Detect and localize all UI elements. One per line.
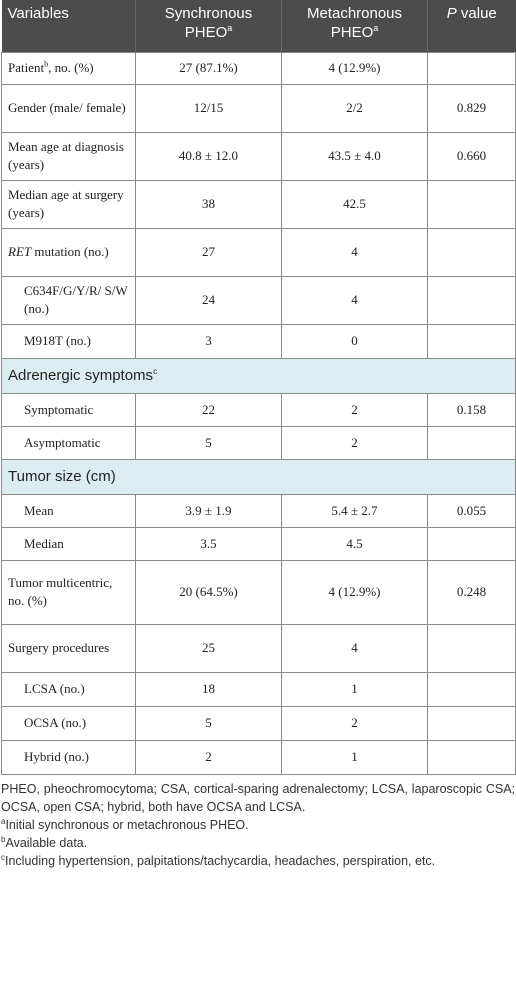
p-value: 0.829 [427,83,516,133]
footnote-a: aInitial synchronous or metachronous PHE… [1,816,249,832]
p-value [427,623,516,673]
header-variables: Variables [1,0,136,52]
meta-value: 4 (12.9%) [281,559,428,625]
sync-value: 5 [135,425,282,460]
table-row: LCSA (no.) 18 1 [1,671,516,707]
meta-value: 2 [281,392,428,427]
row-label: LCSA (no.) [1,671,136,707]
row-label: Median age at surgery (years) [1,179,136,229]
sync-value: 40.8 ± 12.0 [135,131,282,181]
table-row: Surgery procedures 25 4 [1,623,516,673]
sync-value: 27 (87.1%) [135,51,282,85]
sync-value: 3.9 ± 1.9 [135,493,282,528]
p-value [427,526,516,561]
meta-value: 1 [281,671,428,707]
row-label: Tumor multicentric, no. (%) [1,559,136,625]
row-label: Mean [1,493,136,528]
table-row: Asymptomatic 5 2 [1,425,516,460]
sync-value: 27 [135,227,282,277]
table-row: Median 3.5 4.5 [1,526,516,561]
row-label: Patientb, no. (%) [1,51,136,85]
meta-value: 4.5 [281,526,428,561]
table-row: Tumor multicentric, no. (%) 20 (64.5%) 4… [1,559,516,625]
p-value [427,275,516,325]
row-label: Symptomatic [1,392,136,427]
footnote-abbreviations: PHEO, pheochromocytoma; CSA, cortical-sp… [1,781,515,814]
sync-value: 22 [135,392,282,427]
meta-value: 2/2 [281,83,428,133]
meta-value: 42.5 [281,179,428,229]
p-value: 0.055 [427,493,516,528]
sync-value: 12/15 [135,83,282,133]
meta-value: 4 (12.9%) [281,51,428,85]
p-value [427,51,516,85]
sync-value: 20 (64.5%) [135,559,282,625]
sync-value: 2 [135,739,282,775]
table-row: RET mutation (no.) 27 4 [1,227,516,277]
sync-value: 5 [135,705,282,741]
meta-value: 2 [281,425,428,460]
p-value [427,227,516,277]
section-tumor-size: Tumor size (cm) [1,458,516,495]
meta-value: 43.5 ± 4.0 [281,131,428,181]
footnote-c: cIncluding hypertension, palpitations/ta… [1,852,436,868]
p-value [427,425,516,460]
row-label: Hybrid (no.) [1,739,136,775]
table-row: C634F/G/Y/R/ S/W (no.) 24 4 [1,275,516,325]
header-synchronous: Synchronous PHEOa [135,0,282,52]
p-value: 0.660 [427,131,516,181]
table-row: Hybrid (no.) 2 1 [1,739,516,775]
meta-value: 4 [281,623,428,673]
row-label: M918T (no.) [1,323,136,359]
row-label: Mean age at diagnosis (years) [1,131,136,181]
header-metachronous: Metachronous PHEOa [281,0,428,52]
sync-value: 3 [135,323,282,359]
sync-value: 25 [135,623,282,673]
p-value [427,705,516,741]
meta-value: 5.4 ± 2.7 [281,493,428,528]
table-row: OCSA (no.) 5 2 [1,705,516,741]
table-row: Symptomatic 22 2 0.158 [1,392,516,427]
table-row: Mean 3.9 ± 1.9 5.4 ± 2.7 0.055 [1,493,516,528]
header-p-value: P value [427,0,516,52]
meta-value: 0 [281,323,428,359]
section-heading: Tumor size (cm) [1,458,516,495]
sync-value: 3.5 [135,526,282,561]
p-value [427,179,516,229]
footnotes: PHEO, pheochromocytoma; CSA, cortical-sp… [1,780,515,870]
document: Variables Synchronous PHEOa Metachronous… [1,0,516,870]
header-row: Variables Synchronous PHEOa Metachronous… [1,0,516,52]
p-value [427,323,516,359]
meta-value: 4 [281,227,428,277]
row-label: OCSA (no.) [1,705,136,741]
row-label: Gender (male/ female) [1,83,136,133]
p-value: 0.158 [427,392,516,427]
row-label: Asymptomatic [1,425,136,460]
table-row: Patientb, no. (%) 27 (87.1%) 4 (12.9%) [1,51,516,85]
meta-value: 1 [281,739,428,775]
footnote-b: bAvailable data. [1,834,88,850]
sync-value: 24 [135,275,282,325]
table-row: Gender (male/ female) 12/15 2/2 0.829 [1,83,516,133]
row-label: C634F/G/Y/R/ S/W (no.) [1,275,136,325]
table-row: Median age at surgery (years) 38 42.5 [1,179,516,229]
sync-value: 38 [135,179,282,229]
p-value [427,671,516,707]
row-label: RET mutation (no.) [1,227,136,277]
comparison-table: Variables Synchronous PHEOa Metachronous… [1,0,516,775]
row-label: Surgery procedures [1,623,136,673]
section-adrenergic: Adrenergic symptomsc [1,357,516,394]
sync-value: 18 [135,671,282,707]
table-row: M918T (no.) 3 0 [1,323,516,359]
row-label: Median [1,526,136,561]
meta-value: 2 [281,705,428,741]
meta-value: 4 [281,275,428,325]
section-heading: Adrenergic symptomsc [1,357,516,394]
p-value [427,739,516,775]
p-value: 0.248 [427,559,516,625]
table-row: Mean age at diagnosis (years) 40.8 ± 12.… [1,131,516,181]
